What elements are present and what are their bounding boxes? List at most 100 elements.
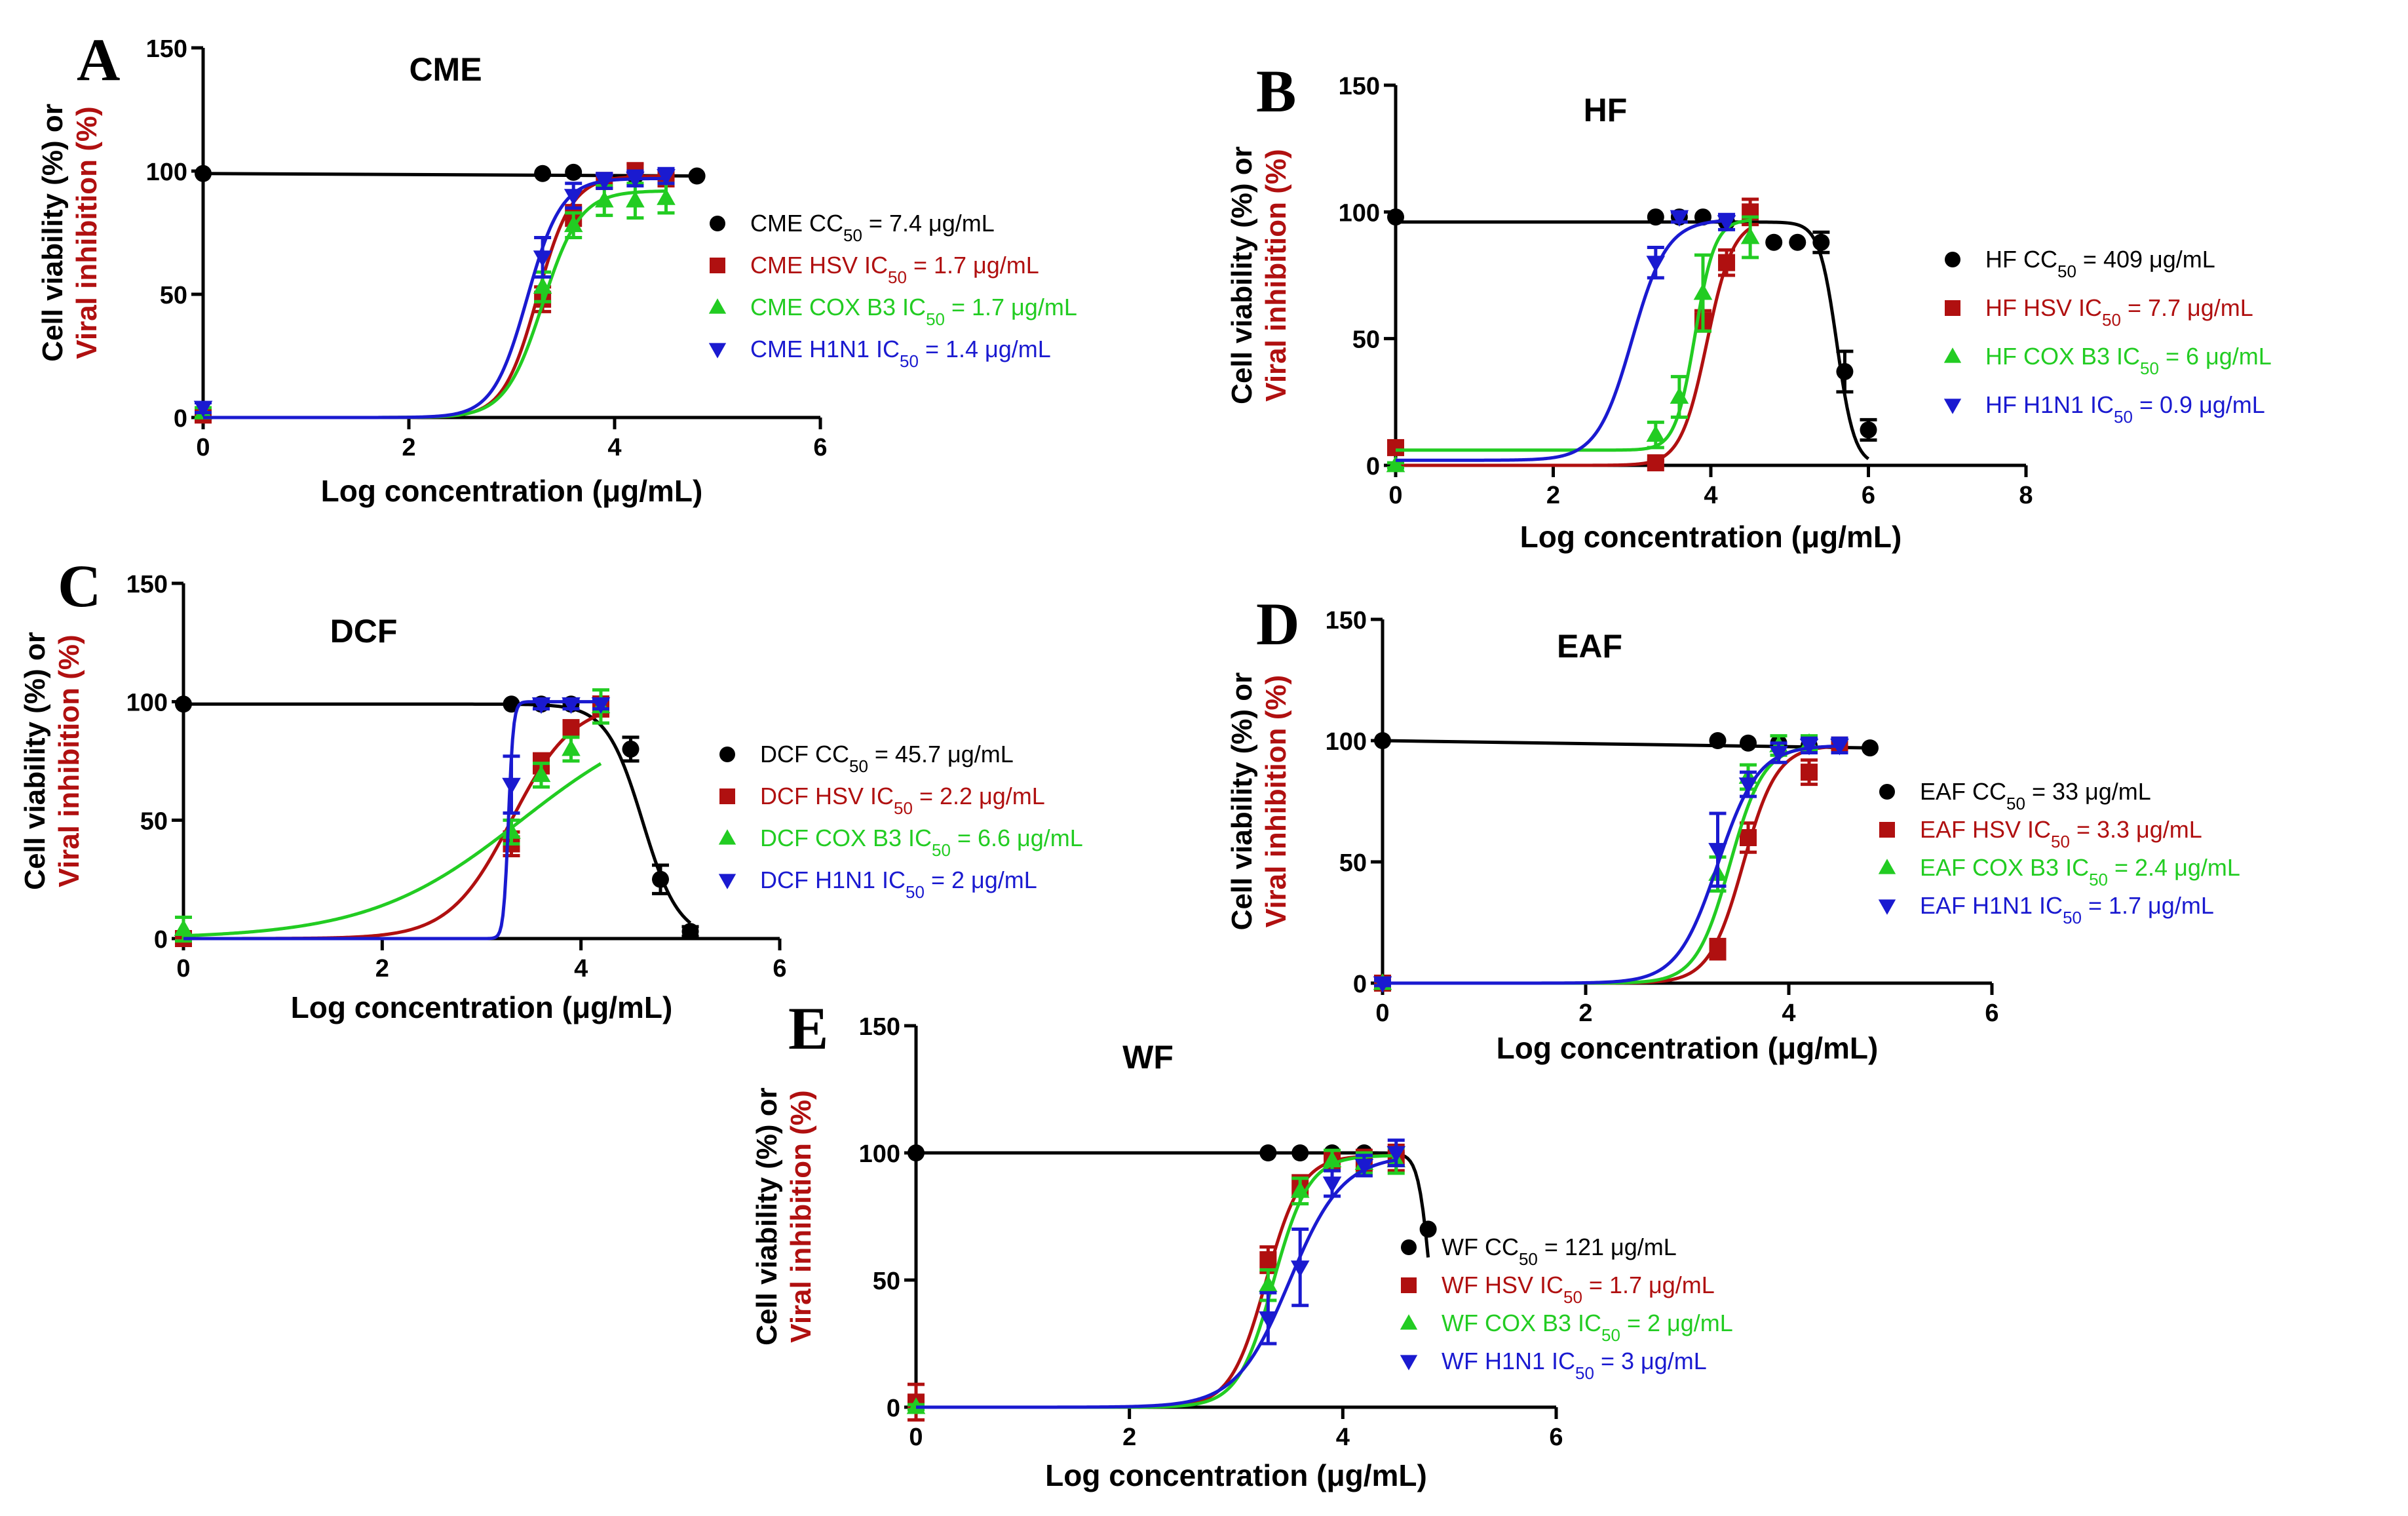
- fit-curve: [202, 172, 697, 178]
- data-point: [1374, 732, 1391, 749]
- legend-label: DCF CC50 = 45.7 μg/mL: [760, 741, 1014, 776]
- fit-curve: [1396, 218, 1751, 452]
- x-axis-label: Log concentration (μg/mL): [1520, 520, 1902, 554]
- y-tick-label: 150: [1326, 607, 1367, 634]
- data-point: [1419, 1220, 1437, 1238]
- chart-title: WF: [1122, 1039, 1174, 1076]
- data-point: [1860, 421, 1877, 438]
- y-axis-label-line2: Viral inhibition (%): [785, 1090, 817, 1342]
- y-tick-label: 0: [154, 926, 168, 954]
- legend-label: HF H1N1 IC50 = 0.9 μg/mL: [1985, 391, 2265, 427]
- data-point: [1693, 283, 1713, 300]
- series-h1n1: WF H1N1 IC50 = 3 μg/mL: [916, 1138, 1707, 1409]
- x-tick-label: 4: [1704, 482, 1717, 509]
- data-point: [1322, 1176, 1342, 1194]
- data-point: [1647, 454, 1664, 472]
- fit-curve: [1396, 220, 1870, 461]
- data-point: [534, 165, 552, 182]
- series-cc50: CME CC50 = 7.4 μg/mL: [195, 163, 995, 245]
- fit-curve: [203, 176, 666, 419]
- fit-curve: [916, 1154, 1396, 1409]
- chart-title: EAF: [1557, 628, 1622, 665]
- legend-label: HF COX B3 IC50 = 6 μg/mL: [1985, 343, 2272, 378]
- series-cox: HF COX B3 IC50 = 6 μg/mL: [1386, 215, 2272, 473]
- legend-label-subscript: 50: [2051, 832, 2070, 851]
- series-cc50: DCF CC50 = 45.7 μg/mL: [175, 695, 1014, 941]
- y-axis-label-line1: Cell viability (%) or: [19, 632, 51, 890]
- y-tick-label: 150: [146, 35, 187, 63]
- legend-label-text: EAF CC: [1920, 778, 2006, 805]
- data-point: [657, 169, 676, 186]
- y-axis-label-line2: Viral inhibition (%): [53, 634, 85, 887]
- legend-marker: [1401, 1277, 1417, 1293]
- legend-label-text: HF COX B3 IC: [1985, 343, 2140, 370]
- y-tick-label: 0: [1366, 453, 1380, 480]
- data-point: [1718, 254, 1736, 271]
- y-tick-label: 50: [1339, 849, 1367, 877]
- legend-label: CME H1N1 IC50 = 1.4 μg/mL: [750, 336, 1051, 371]
- legend-label: EAF CC50 = 33 μg/mL: [1920, 778, 2151, 813]
- legend-label-subscript: 50: [2114, 407, 2133, 427]
- y-axis-label-line1: Cell viability (%) or: [1226, 146, 1258, 404]
- legend-label-value: = 0.9 μg/mL: [2133, 391, 2265, 418]
- panel-letter: B: [1256, 58, 1296, 125]
- fit-curve: [183, 762, 602, 938]
- y-tick-label: 150: [1339, 73, 1380, 100]
- panel-letter: E: [788, 995, 828, 1062]
- legend-label-text: CME COX B3 IC: [750, 294, 926, 321]
- legend-label: EAF HSV IC50 = 3.3 μg/mL: [1920, 816, 2202, 851]
- y-tick-label: 50: [140, 807, 168, 835]
- legend-label-text: EAF H1N1 IC: [1920, 892, 2063, 919]
- y-axis-label-line1: Cell viability (%) or: [37, 104, 69, 362]
- data-point: [193, 400, 213, 418]
- data-point: [531, 697, 551, 714]
- legend-label-text: WF CC: [1442, 1234, 1519, 1260]
- legend-label: DCF H1N1 IC50 = 2 μg/mL: [760, 866, 1037, 902]
- legend-label: CME COX B3 IC50 = 1.7 μg/mL: [750, 294, 1077, 329]
- x-tick-label: 6: [1862, 482, 1875, 509]
- legend-marker: [710, 258, 725, 273]
- data-point: [595, 191, 614, 208]
- data-point: [502, 777, 521, 795]
- data-point: [626, 191, 645, 208]
- legend-marker: [719, 747, 735, 762]
- legend-label-subscript: 50: [2006, 794, 2025, 813]
- y-tick-label: 100: [1339, 199, 1380, 227]
- x-tick-label: 2: [1122, 1424, 1136, 1451]
- data-point: [1836, 362, 1854, 380]
- legend-label-text: DCF HSV IC: [760, 783, 894, 809]
- panel-letter: C: [58, 553, 101, 619]
- data-point: [1740, 227, 1760, 244]
- legend-label: WF H1N1 IC50 = 3 μg/mL: [1442, 1348, 1707, 1383]
- data-point: [533, 277, 552, 294]
- data-point: [908, 1144, 925, 1161]
- legend-marker: [1878, 899, 1896, 915]
- legend-label: DCF COX B3 IC50 = 6.6 μg/mL: [760, 825, 1083, 860]
- legend-label-text: DCF CC: [760, 741, 849, 768]
- legend-label-text: EAF HSV IC: [1920, 816, 2051, 843]
- fit-curve: [183, 702, 692, 925]
- data-point: [1740, 829, 1757, 846]
- series-cc50: HF CC50 = 409 μg/mL: [1387, 208, 2215, 461]
- data-point: [1259, 1251, 1277, 1268]
- data-point: [1799, 739, 1819, 756]
- legend-label-value: = 7.7 μg/mL: [2121, 294, 2253, 321]
- legend-marker: [719, 788, 735, 804]
- series-h1n1: HF H1N1 IC50 = 0.9 μg/mL: [1395, 210, 2265, 462]
- legend-marker: [1879, 822, 1895, 838]
- chart-panel-a: A CME 0 50 100 150 0 2 4 6 Log concentration (μg/m…: [37, 26, 1077, 508]
- x-tick-label: 0: [176, 955, 190, 982]
- legend-label-value: = 2 μg/mL: [1620, 1310, 1733, 1336]
- legend-label-value: = 1.7 μg/mL: [2082, 892, 2214, 919]
- x-tick-label: 2: [1546, 482, 1560, 509]
- legend-label-text: CME CC: [750, 210, 843, 237]
- data-point: [1259, 1311, 1278, 1329]
- legend-label-subscript: 50: [932, 840, 951, 860]
- x-tick-label: 6: [1549, 1424, 1563, 1451]
- chart-panel-b: B HF 0 50 100 150 0 2 4 6 8 Log concentration (μg/m…: [1226, 58, 2272, 554]
- x-tick-label: 0: [1388, 482, 1402, 509]
- legend-label-subscript: 50: [1575, 1363, 1594, 1383]
- data-point: [562, 719, 580, 737]
- legend-marker: [1943, 398, 1962, 414]
- data-point: [595, 174, 614, 191]
